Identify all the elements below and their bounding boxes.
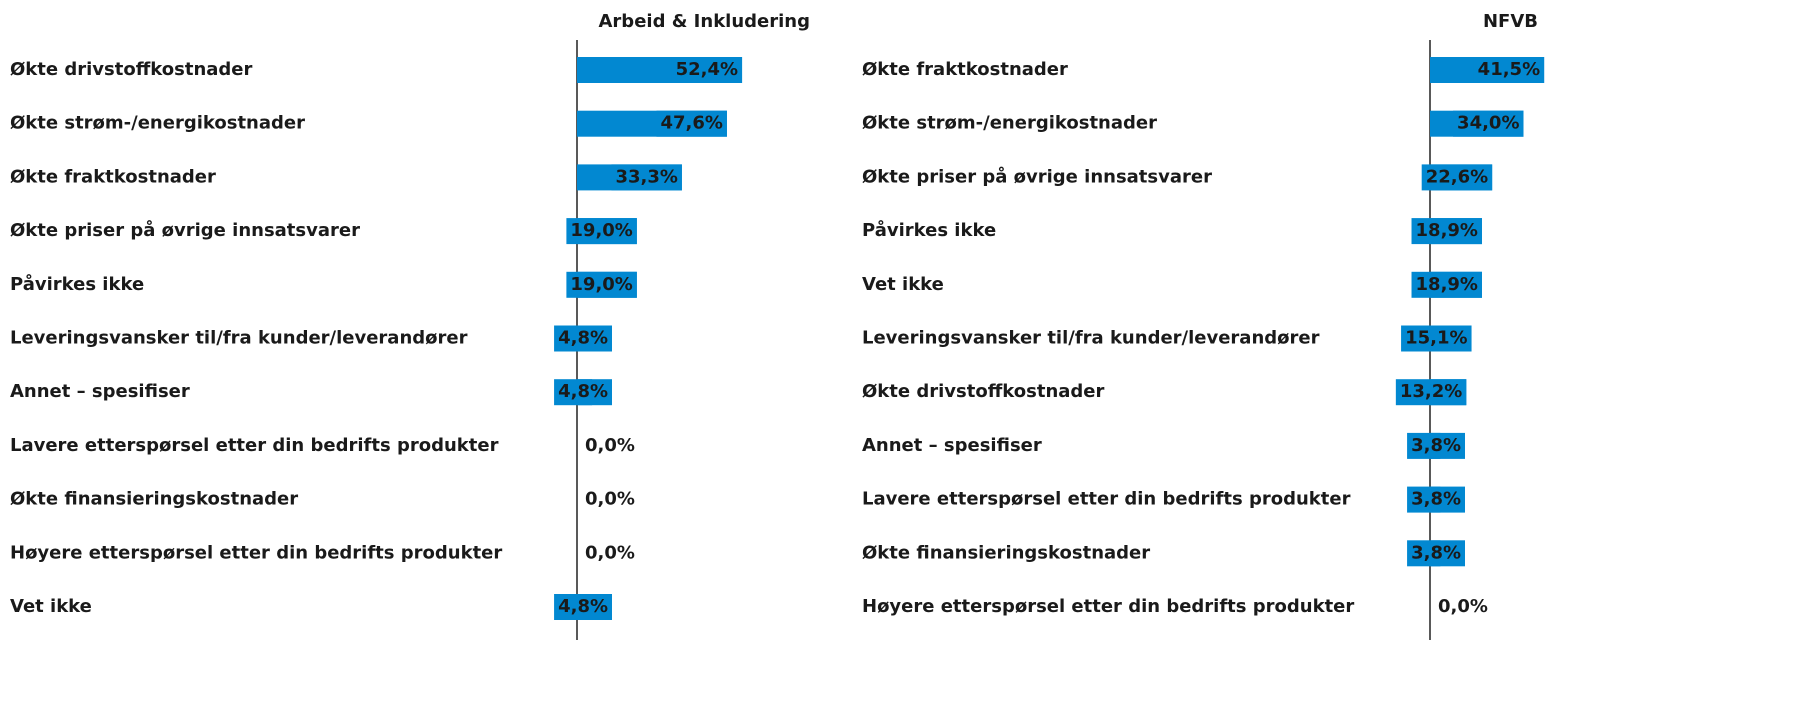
value-label: 4,8% [558,596,608,617]
value-label: 4,8% [558,381,608,402]
category-label: Høyere etterspørsel etter din bedrifts p… [862,596,1354,617]
value-label-box [1473,57,1545,83]
category-label: Økte priser på øvrige innsatsvarer [862,165,1212,187]
value-label-box [566,271,637,298]
category-label: Annet – spesifiser [862,435,1042,456]
value-label: 4,8% [558,328,608,349]
value-label-box [1411,271,1482,298]
value-label-box [1453,110,1524,137]
category-label: Vet ikke [10,596,92,617]
value-label-box [1421,164,1493,191]
category-label: Økte fraktkostnader [862,59,1068,80]
value-label: 41,5% [1478,59,1540,80]
value-label: 0,0% [585,435,635,456]
category-label: Lavere etterspørsel etter din bedrifts p… [862,489,1351,510]
value-label-box [1411,218,1482,245]
category-label: Vet ikke [862,274,944,295]
category-label: Økte finansieringskostnader [862,542,1150,563]
value-label-box [611,164,682,191]
value-label: 19,0% [570,220,632,241]
chart-title: Arbeid & Inkludering [599,11,811,32]
value-label: 13,2% [1400,381,1462,402]
value-label-box [656,110,727,137]
value-label: 3,8% [1411,435,1461,456]
value-label: 33,3% [615,166,677,187]
category-label: Økte priser på øvrige innsatsvarer [10,219,360,241]
category-label: Økte drivstoffkostnader [862,381,1105,402]
value-label: 47,6% [660,113,722,134]
category-label: Økte fraktkostnader [10,166,216,187]
category-label: Påvirkes ikke [862,219,996,241]
value-label-box [1407,486,1465,513]
category-label: Økte strøm-/energikostnader [862,113,1157,134]
value-label: 19,0% [570,274,632,295]
category-label: Påvirkes ikke [10,273,144,295]
value-label: 18,9% [1416,274,1478,295]
value-label: 15,1% [1405,328,1467,349]
chart-title: NFVB [1483,11,1538,32]
value-label: 0,0% [585,542,635,563]
value-label-box [554,325,612,352]
category-label: Økte drivstoffkostnader [10,59,253,80]
value-label: 22,6% [1426,166,1488,187]
value-label: 3,8% [1411,542,1461,563]
value-label-box [1407,432,1465,459]
value-label-box [566,218,637,245]
category-label: Økte strøm-/energikostnader [10,113,305,134]
value-label: 52,4% [676,59,738,80]
value-label-box [554,379,612,406]
value-label: 18,9% [1416,220,1478,241]
value-label-box [671,57,743,83]
value-label-box [1395,379,1467,406]
value-label: 0,0% [585,489,635,510]
category-label: Lavere etterspørsel etter din bedrifts p… [10,435,499,456]
category-label: Høyere etterspørsel etter din bedrifts p… [10,542,502,563]
category-label: Leveringsvansker til/fra kunder/leverand… [862,328,1320,349]
value-label: 34,0% [1457,113,1519,134]
category-label: Annet – spesifiser [10,381,190,402]
category-label: Økte finansieringskostnader [10,489,298,510]
category-label: Leveringsvansker til/fra kunder/leverand… [10,328,468,349]
value-label-box [554,594,612,620]
value-label: 0,0% [1438,596,1488,617]
value-label-box [1401,325,1472,352]
value-label: 3,8% [1411,489,1461,510]
value-label-box [1407,540,1465,567]
